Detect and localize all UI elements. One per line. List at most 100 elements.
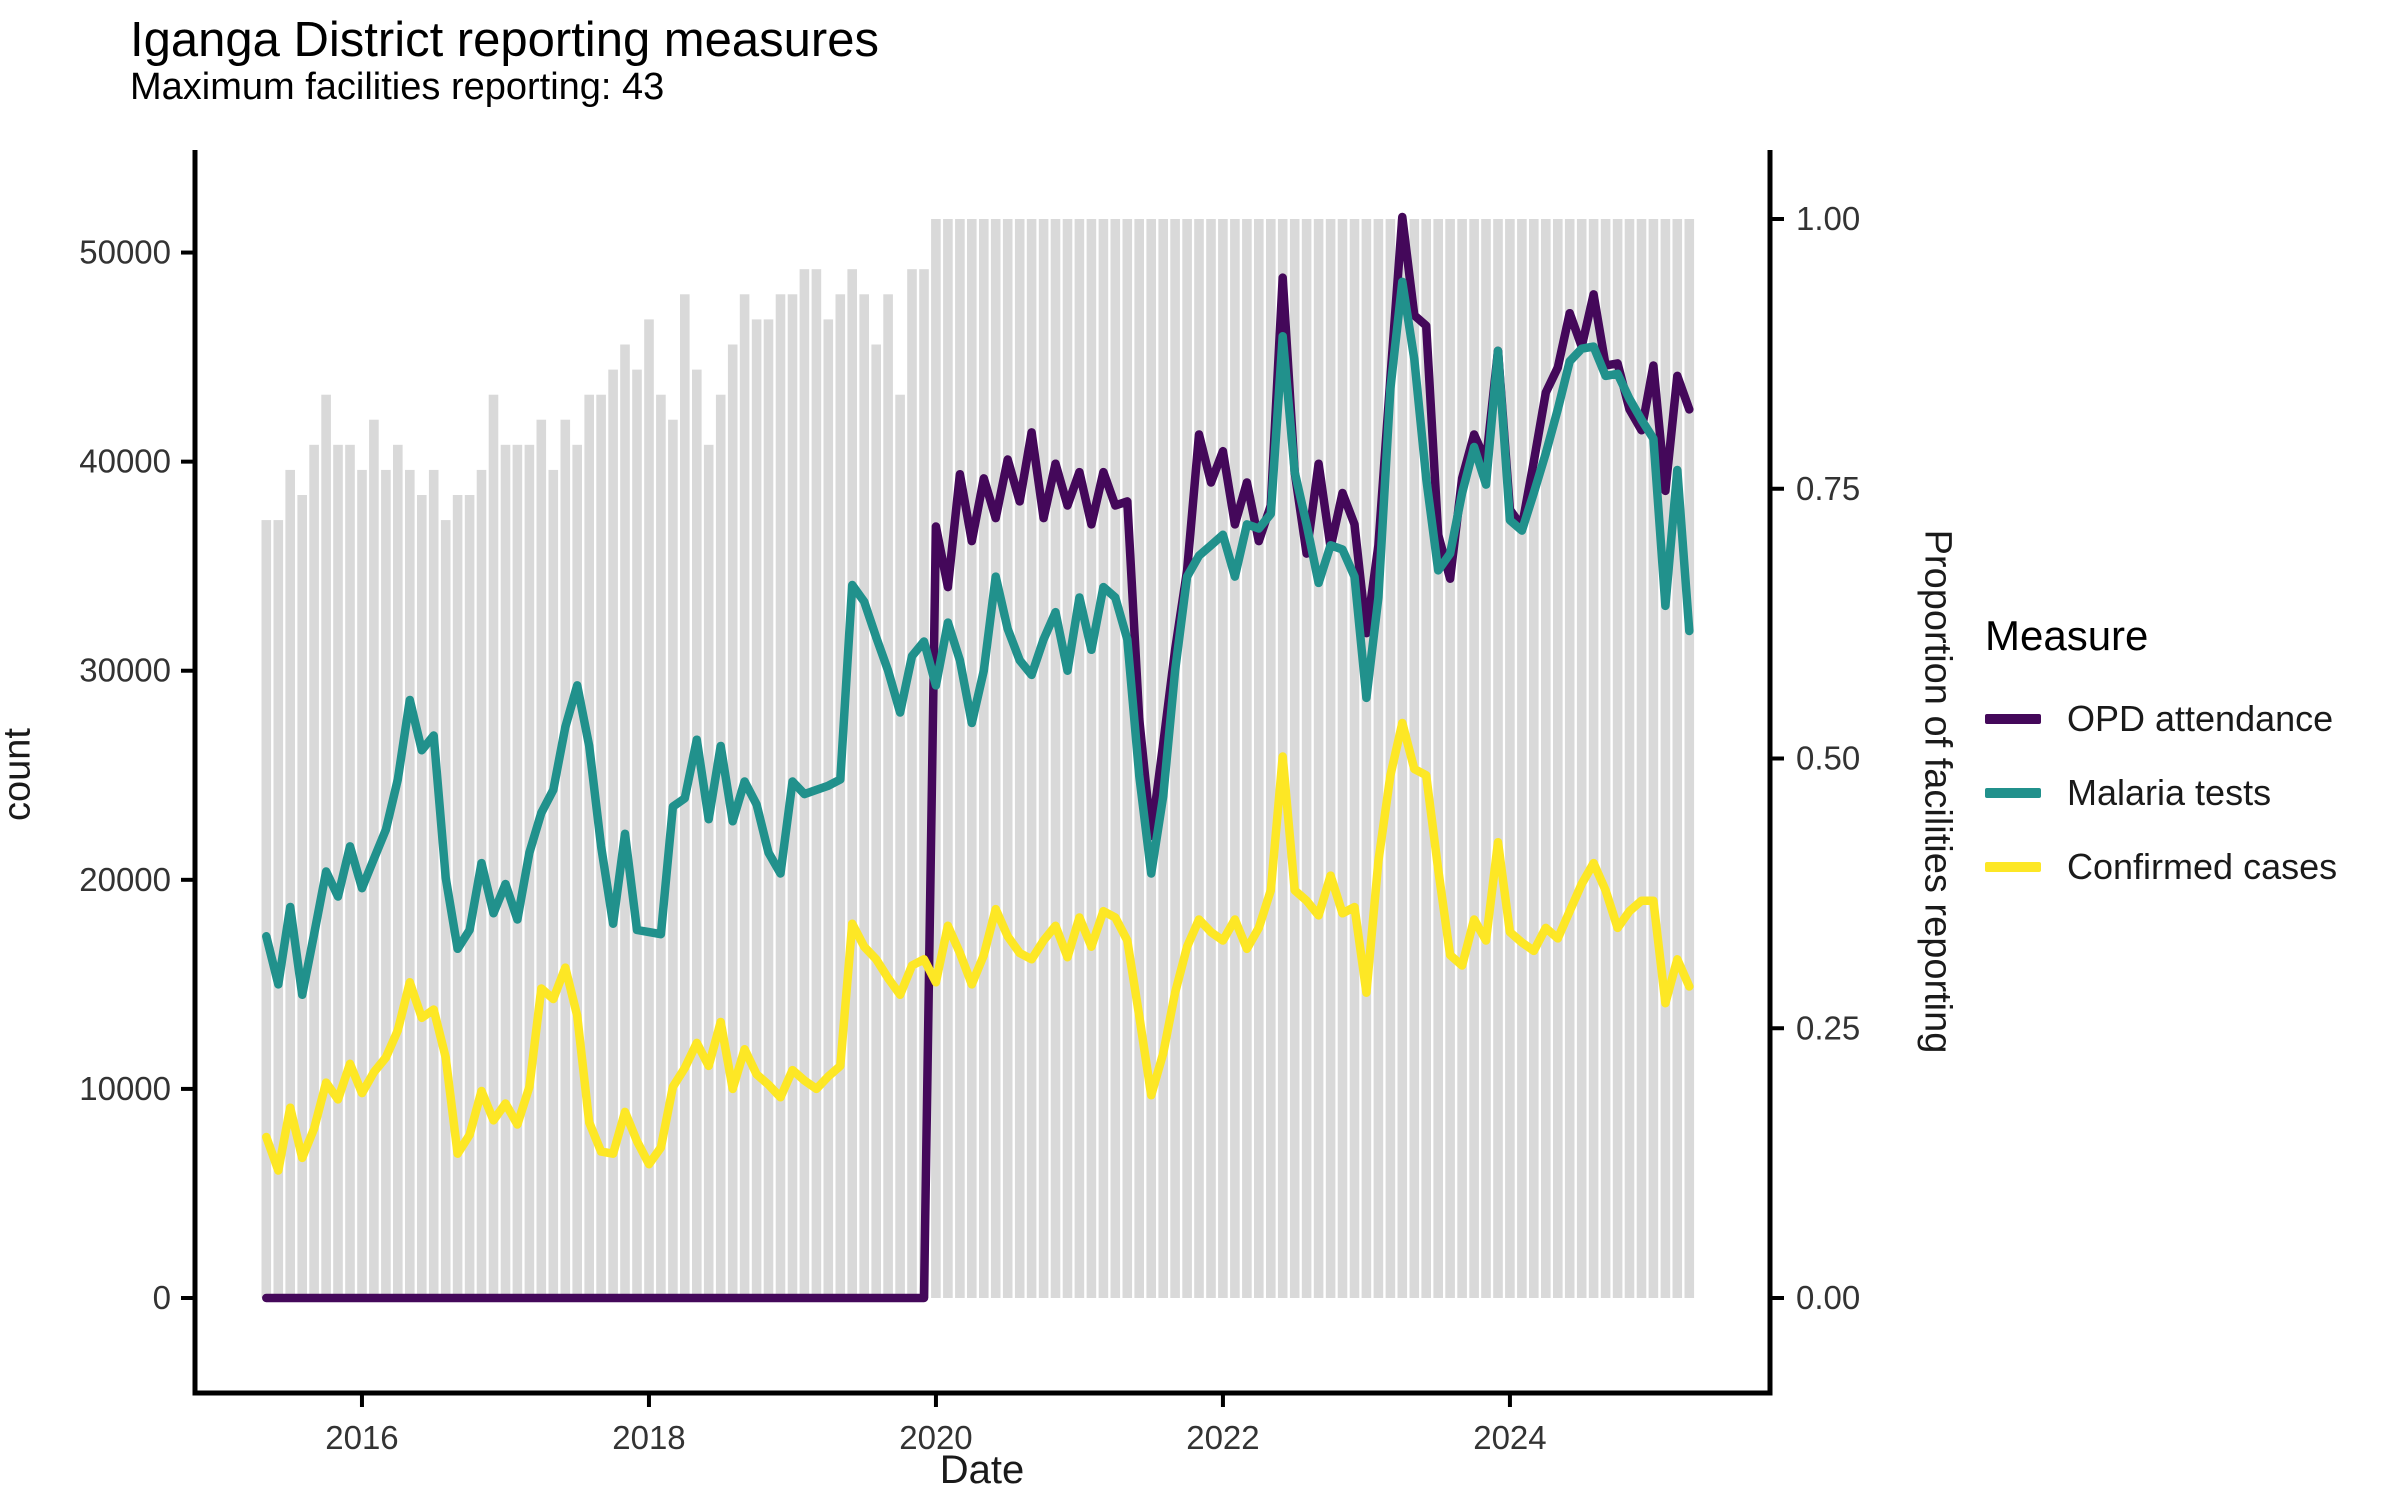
facility-bar — [440, 520, 451, 1298]
facility-bar — [1684, 219, 1695, 1298]
right-tick-label: 0.50 — [1796, 740, 1860, 777]
facility-bar — [536, 419, 547, 1298]
facility-bar — [1660, 219, 1671, 1298]
facility-bar — [500, 444, 511, 1298]
facility-bar — [1600, 219, 1611, 1298]
facility-bar — [1062, 219, 1073, 1298]
facility-bar — [656, 394, 666, 1298]
facility-bar — [703, 444, 714, 1298]
facility-bar — [285, 469, 295, 1298]
facility-bar — [1373, 219, 1384, 1298]
legend-title: Measure — [1985, 612, 2149, 659]
facility-bar — [1122, 219, 1133, 1298]
facility-bar — [895, 394, 905, 1298]
facility-bar — [261, 520, 272, 1298]
facility-bar — [990, 219, 1001, 1298]
facility-bar — [1110, 219, 1121, 1298]
facility-bar — [452, 495, 463, 1298]
facility-bar — [1254, 219, 1264, 1298]
facility-bar — [1218, 219, 1228, 1298]
facility-bar — [859, 294, 869, 1298]
facility-bar — [632, 369, 642, 1299]
facility-bar — [1002, 219, 1013, 1298]
x-tick-label: 2024 — [1473, 1419, 1546, 1456]
facility-bar — [321, 394, 331, 1298]
x-tick-label: 2018 — [612, 1419, 685, 1456]
facility-bar — [1349, 219, 1360, 1298]
facility-bar — [1194, 219, 1204, 1298]
facility-bar — [381, 469, 391, 1298]
left-tick-label: 30000 — [79, 652, 171, 689]
facility-bar — [1313, 219, 1324, 1298]
facility-bar — [417, 495, 427, 1298]
x-tick-label: 2016 — [325, 1419, 398, 1456]
facility-bar — [907, 269, 917, 1299]
left-tick-label: 0 — [153, 1279, 171, 1316]
right-tick-label: 0.00 — [1796, 1279, 1860, 1316]
facility-bar — [1337, 219, 1348, 1298]
facility-bar — [1481, 219, 1491, 1298]
facility-bar — [548, 469, 559, 1298]
left-tick-label: 50000 — [79, 234, 171, 271]
axes: 0 10000 20000 30000 40000 50000 0.00 0.25 0.50 0.… — [79, 150, 1860, 1456]
facility-bar — [608, 369, 618, 1299]
x-axis-title: Date — [939, 1448, 1025, 1492]
facility-bar — [715, 394, 726, 1298]
facility-bar — [1325, 219, 1336, 1298]
facility-bar — [1014, 219, 1025, 1298]
facility-bar — [1445, 219, 1455, 1298]
facility-bar — [1266, 219, 1276, 1298]
confirmed-cases-line — [262, 718, 1694, 1175]
right-tick-label: 1.00 — [1796, 200, 1860, 237]
facility-bar — [333, 444, 343, 1298]
facility-bar — [488, 394, 499, 1298]
facility-bar — [1457, 219, 1467, 1298]
facility-bar — [1648, 219, 1659, 1298]
right-tick-label: 0.75 — [1796, 470, 1860, 507]
facility-bar — [847, 269, 857, 1299]
facility-bar — [979, 219, 989, 1298]
facility-bar — [1576, 219, 1587, 1298]
legend-item-cases: Confirmed cases — [1985, 844, 2395, 890]
opd-attendance-line — [262, 212, 1694, 1303]
facility-bar — [1505, 219, 1515, 1298]
facility-bar — [1636, 219, 1647, 1298]
legend-label: Malaria tests — [2067, 772, 2272, 813]
facility-bar — [1230, 219, 1240, 1298]
facility-bar — [620, 344, 630, 1298]
facility-bar — [883, 294, 893, 1298]
facility-bar — [393, 444, 403, 1298]
legend-item-opd: OPD attendance — [1985, 696, 2395, 742]
facility-bar — [1421, 219, 1431, 1298]
left-tick-label: 20000 — [79, 861, 171, 898]
facility-bar — [1206, 219, 1216, 1298]
facility-bar — [1624, 219, 1635, 1298]
facility-bar — [1493, 219, 1503, 1298]
facility-bar — [823, 319, 834, 1298]
left-tick-label: 40000 — [79, 443, 171, 480]
malaria-tests-line — [262, 277, 1694, 1000]
facility-bar — [775, 294, 786, 1298]
facility-bar — [1588, 219, 1599, 1298]
facility-bar — [273, 520, 284, 1298]
facility-bar — [943, 219, 953, 1298]
facility-bar — [572, 444, 582, 1298]
facility-bar — [1469, 219, 1479, 1298]
facility-bar — [512, 444, 523, 1298]
x-tick-label: 2022 — [1186, 1419, 1259, 1456]
facility-bar — [668, 419, 678, 1298]
facility-bar — [345, 444, 355, 1298]
legend-label: Confirmed cases — [2067, 846, 2338, 887]
facility-bar — [871, 344, 881, 1298]
facility-bar — [692, 369, 702, 1299]
facility-bar — [835, 294, 846, 1298]
facility-bar — [1086, 219, 1097, 1298]
y-axis-title-left: count — [0, 728, 39, 821]
facility-bar — [405, 469, 415, 1298]
facility-bar — [1564, 219, 1575, 1298]
legend: Measure OPD attendance Malaria tests Con… — [1985, 612, 2395, 918]
facility-bar — [1672, 219, 1683, 1298]
facility-bar — [1050, 219, 1061, 1298]
